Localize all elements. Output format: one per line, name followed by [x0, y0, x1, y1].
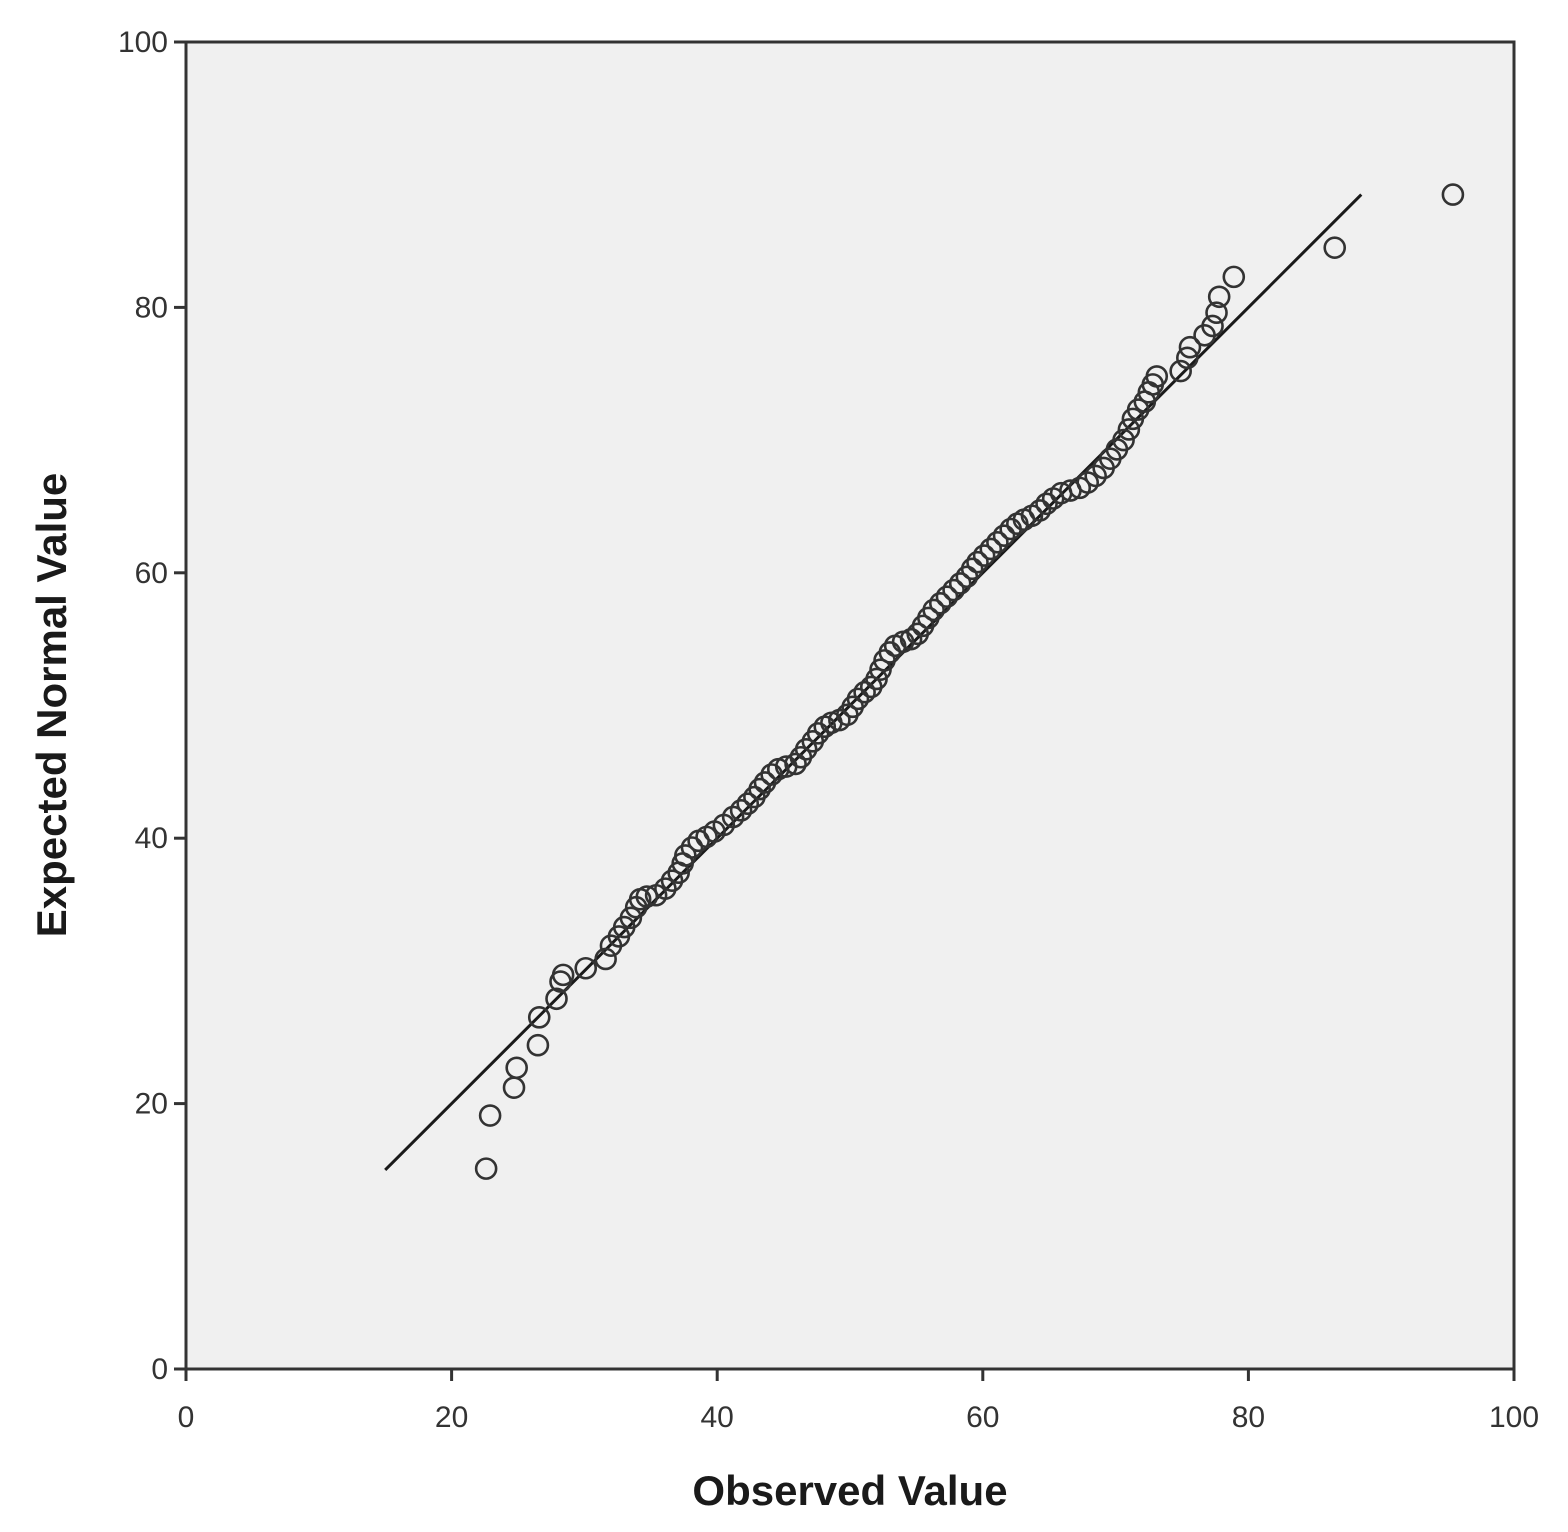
y-axis: 0 20 40 60 80 100	[118, 26, 186, 1386]
data-point	[972, 544, 996, 567]
reference-line	[384, 193, 1363, 1172]
data-point	[1084, 464, 1107, 488]
data-point	[721, 805, 745, 829]
data-point	[478, 1104, 502, 1127]
data-point	[654, 877, 677, 900]
data-point	[736, 792, 760, 815]
data-point	[474, 1157, 498, 1180]
data-point	[660, 869, 684, 892]
data-point	[680, 836, 704, 859]
data-point	[1028, 499, 1052, 522]
data-point	[922, 598, 945, 622]
data-point	[619, 906, 643, 930]
x-axis-label: Observed Value	[692, 1467, 1007, 1514]
y-tick-label: 100	[118, 26, 168, 59]
data-point	[545, 987, 568, 1011]
data-point	[979, 537, 1003, 561]
x-tick-label: 60	[966, 1401, 999, 1434]
data-point	[1176, 346, 1199, 370]
data-point	[594, 947, 617, 971]
data-point	[1169, 359, 1192, 383]
x-tick-label: 20	[435, 1401, 468, 1434]
data-point	[948, 572, 972, 595]
data-point	[527, 1006, 551, 1029]
data-point	[1205, 301, 1228, 325]
data-point	[853, 680, 876, 704]
y-tick-label: 20	[135, 1088, 168, 1121]
data-point	[1323, 236, 1347, 259]
data-point	[635, 885, 659, 908]
data-point	[784, 752, 807, 776]
x-tick-label: 80	[1232, 1401, 1265, 1434]
y-axis-label: Expected Normal Value	[28, 473, 75, 938]
data-point	[748, 777, 771, 801]
data-point	[846, 687, 870, 711]
data-point	[729, 799, 753, 822]
data-point	[1076, 471, 1100, 494]
data-point	[942, 578, 965, 602]
data-point	[1112, 428, 1135, 452]
x-tick-label: 100	[1489, 1401, 1539, 1434]
data-point	[505, 1056, 528, 1080]
data-point	[986, 530, 1009, 554]
x-tick-label: 0	[178, 1401, 195, 1434]
x-tick-label: 40	[701, 1401, 734, 1434]
data-point	[674, 844, 697, 867]
data-point	[899, 627, 923, 651]
data-points	[474, 183, 1465, 1180]
x-axis: 0 20 40 60 80 100	[178, 1369, 1539, 1434]
data-point	[574, 956, 598, 980]
data-point	[960, 557, 984, 581]
data-point	[1035, 492, 1058, 516]
data-point	[551, 963, 575, 987]
data-point	[1145, 365, 1169, 388]
data-point	[966, 550, 989, 574]
data-point	[1222, 265, 1246, 289]
data-point	[1441, 183, 1465, 206]
data-point	[1126, 398, 1150, 421]
data-point	[992, 524, 1016, 547]
data-point	[1207, 285, 1231, 309]
data-point	[1117, 418, 1141, 441]
data-point	[1201, 314, 1224, 338]
y-tick-label: 60	[135, 557, 168, 590]
data-point	[929, 592, 952, 615]
y-tick-label: 80	[135, 291, 168, 324]
y-tick-label: 0	[151, 1353, 168, 1386]
data-point	[935, 585, 959, 608]
data-point	[753, 771, 777, 794]
y-tick-label: 40	[135, 822, 168, 855]
data-point	[794, 737, 818, 761]
data-point	[1178, 335, 1202, 359]
data-point	[526, 1033, 550, 1057]
